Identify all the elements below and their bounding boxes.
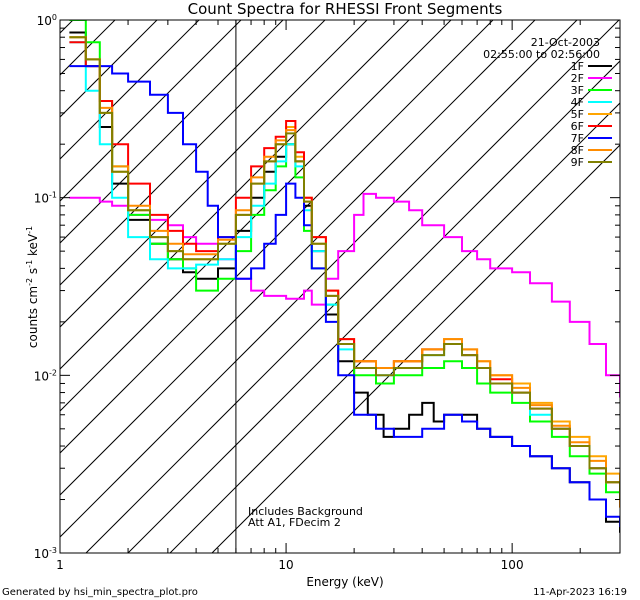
hatch-line [60,20,158,118]
hatch-line [60,20,326,286]
series-line-4f [69,41,620,500]
hatch-line [60,20,74,34]
legend-label-4f: 4F [571,96,584,109]
chart-title: Count Spectra for RHESSI Front Segments [188,0,503,18]
legend-label-6f: 6F [571,120,584,133]
legend-label-3f: 3F [571,84,584,97]
hatch-line [60,20,368,328]
legend-label-9f: 9F [571,156,584,169]
y-tick-label-base: 10 [34,192,49,206]
series-line-7f [69,65,620,527]
plot-frame [59,19,621,554]
hatch-line [169,102,620,553]
annotation-attenuator: Att A1, FDecim 2 [248,516,341,529]
y-tick-label-base: 10 [34,369,49,383]
series-line-5f [69,36,620,493]
legend-label-8f: 8F [571,144,584,157]
hatch-line [60,20,200,160]
x-axis-ticks [59,20,621,553]
y-tick-label-base: 10 [37,14,52,28]
y-axis-label-mid1: s [26,268,40,278]
legend-label-1f: 1F [571,60,584,73]
footer-generated-by: Generated by hsi_min_spectra_plot.pro [2,587,198,598]
hatch-line [60,20,494,454]
footer-timestamp: 11-Apr-2023 16:19 [533,587,627,598]
y-tick-label-exponent: -3 [49,546,57,555]
x-axis-label: Energy (keV) [306,575,383,589]
series-layer [69,20,620,533]
y-axis-label-mid2: keV [26,233,40,260]
hatch-line [85,20,620,553]
hatch-line [60,20,536,496]
hatch-line [60,20,284,244]
legend-label-2f: 2F [571,72,584,85]
y-tick-label: 10-3 [34,546,57,561]
series-line-6f [69,41,620,500]
hatch-line [60,20,242,202]
hatch-line [60,20,578,538]
hatched-region [60,20,620,553]
time-range-label: 02:55:00 to 02:56:00 [483,48,600,61]
series-line-2f [69,192,620,398]
y-tick-label-exponent: 0 [52,13,57,22]
y-tick-label-base: 10 [34,547,49,561]
series-line-8f [69,36,620,508]
x-tick-label: 10 [278,558,293,572]
hatch-line [211,144,620,553]
y-tick-label: 10-1 [34,191,57,206]
x-tick-label: 1 [56,558,64,572]
x-tick-label: 100 [501,558,524,572]
legend-label-7f: 7F [571,132,584,145]
y-tick-label-exponent: -2 [49,368,57,377]
hatch-line [60,20,452,412]
y-axis-label-main: counts cm [26,286,40,348]
date-label: 21-Oct-2003 [531,36,600,49]
hatch-line [60,20,410,370]
y-axis-ticks [60,19,620,554]
hatch-line [127,60,620,553]
x-axis-tick-labels: 1 10 100 [56,558,523,572]
y-tick-label-exponent: -1 [49,191,57,200]
y-axis-label-exp1: -2 [25,278,34,286]
y-axis-label: counts cm-2 s-1 keV-1 [25,226,40,348]
series-line-9f [69,36,620,500]
y-axis-label-exp2: -1 [25,260,34,268]
y-tick-label: 100 [37,13,57,28]
annotation-background: Includes Background [248,505,363,518]
y-axis-label-exp3: -1 [25,226,34,234]
legend-label-5f: 5F [571,108,584,121]
y-tick-label: 10-2 [34,368,57,383]
